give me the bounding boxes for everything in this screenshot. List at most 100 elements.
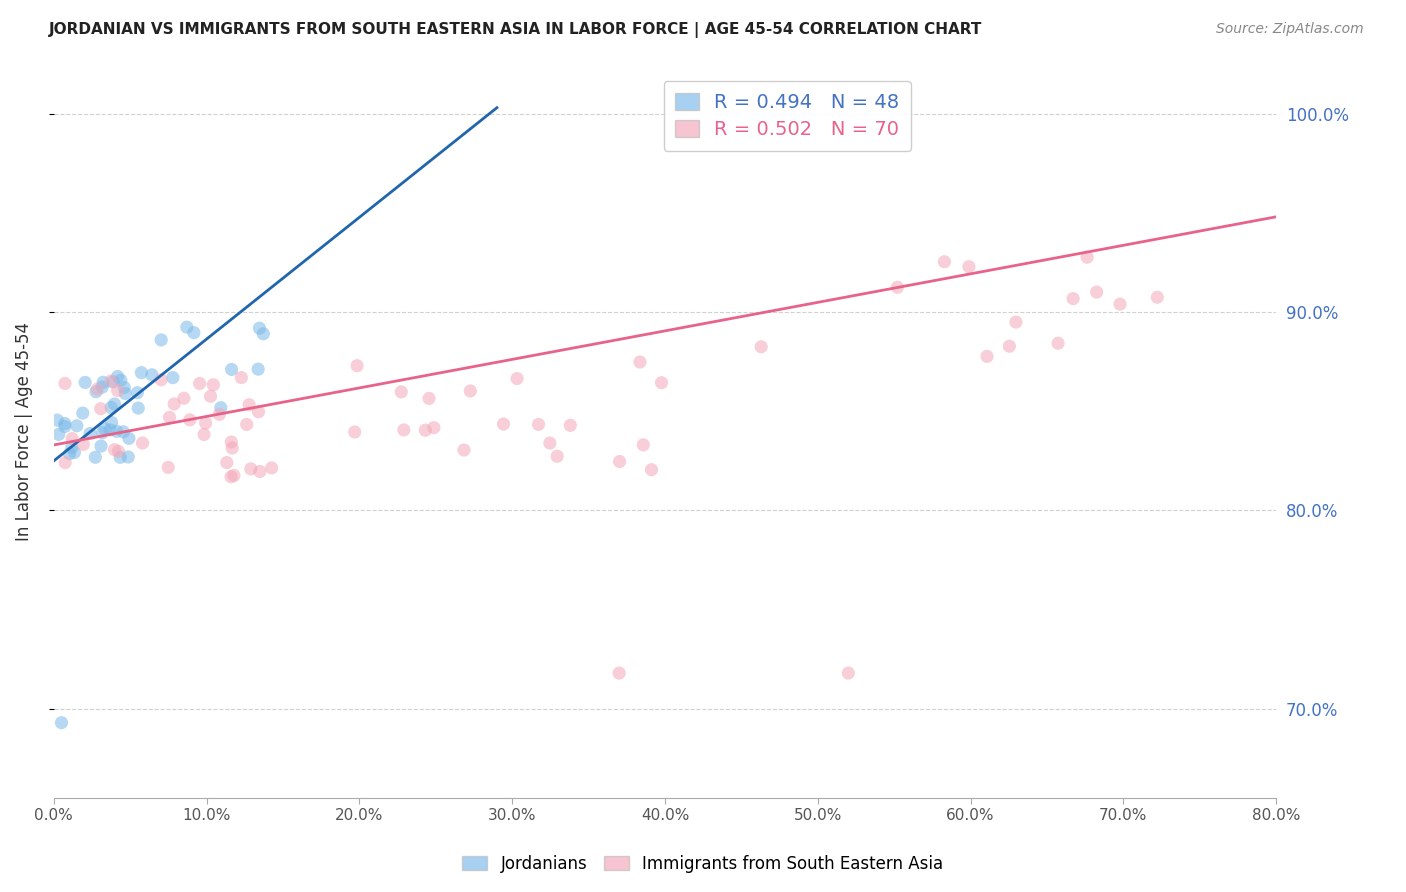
Point <box>66 418 89 433</box>
Point <box>72 437 94 451</box>
Point <box>415 423 437 437</box>
Point <box>91 376 114 390</box>
Point <box>141 368 163 382</box>
Point <box>105 425 128 439</box>
Point <box>127 385 149 400</box>
Point <box>112 425 135 439</box>
Point <box>749 340 772 354</box>
Point <box>53 417 76 431</box>
Point <box>118 431 141 445</box>
Point <box>188 376 211 391</box>
Point <box>94 422 117 436</box>
Point <box>103 442 125 457</box>
Point <box>219 470 242 484</box>
Point <box>249 321 271 335</box>
Point <box>107 444 129 458</box>
Point <box>934 254 956 268</box>
Point <box>183 326 205 340</box>
Point <box>392 423 415 437</box>
Point <box>108 450 131 465</box>
Point <box>651 376 673 390</box>
Point <box>247 405 270 419</box>
Point <box>1085 285 1108 299</box>
Point <box>235 417 257 432</box>
Point <box>221 362 243 376</box>
Point <box>58 447 80 461</box>
Point <box>194 416 217 430</box>
Point <box>252 326 274 341</box>
Point <box>107 384 129 398</box>
Point <box>100 374 122 388</box>
Point <box>538 436 561 450</box>
Point <box>53 456 76 470</box>
Point <box>1062 292 1084 306</box>
Point <box>91 425 114 440</box>
Point <box>998 339 1021 353</box>
Point <box>100 401 122 415</box>
Point <box>389 384 412 399</box>
Point <box>527 417 550 432</box>
Point <box>117 450 139 464</box>
Point <box>238 398 260 412</box>
Point <box>418 392 440 406</box>
Point <box>63 445 86 459</box>
Point <box>221 435 243 450</box>
Point <box>91 380 114 394</box>
Point <box>609 454 631 468</box>
Point <box>560 418 582 433</box>
Point <box>346 359 368 373</box>
Point <box>107 369 129 384</box>
Point <box>150 333 173 347</box>
Point <box>202 377 225 392</box>
Point <box>423 420 446 434</box>
Point <box>1076 250 1098 264</box>
Point <box>957 260 980 274</box>
Point <box>249 465 271 479</box>
Point <box>53 376 76 391</box>
Point <box>247 362 270 376</box>
Point <box>173 391 195 405</box>
Point <box>60 432 83 446</box>
Point <box>84 450 107 465</box>
Point <box>231 370 253 384</box>
Point <box>127 401 149 416</box>
Point <box>84 384 107 399</box>
Point <box>101 375 124 389</box>
Point <box>239 462 262 476</box>
Point <box>86 382 108 396</box>
Y-axis label: In Labor Force | Age 45-54: In Labor Force | Age 45-54 <box>15 321 32 541</box>
Point <box>886 280 908 294</box>
Point <box>837 666 859 681</box>
Point <box>110 373 132 387</box>
Point <box>176 320 198 334</box>
Point <box>90 401 112 416</box>
Point <box>453 443 475 458</box>
Point <box>46 413 69 427</box>
Legend: Jordanians, Immigrants from South Eastern Asia: Jordanians, Immigrants from South Easter… <box>456 848 950 880</box>
Point <box>222 468 245 483</box>
Text: JORDANIAN VS IMMIGRANTS FROM SOUTH EASTERN ASIA IN LABOR FORCE | AGE 45-54 CORRE: JORDANIAN VS IMMIGRANTS FROM SOUTH EASTE… <box>49 22 983 38</box>
Point <box>209 401 232 415</box>
Point <box>460 384 482 398</box>
Point <box>75 376 97 390</box>
Point <box>343 425 366 439</box>
Text: Source: ZipAtlas.com: Source: ZipAtlas.com <box>1216 22 1364 37</box>
Point <box>260 461 283 475</box>
Point <box>100 416 122 430</box>
Point <box>200 389 222 403</box>
Point <box>131 436 153 450</box>
Point <box>150 373 173 387</box>
Point <box>1109 297 1132 311</box>
Point <box>546 450 568 464</box>
Point <box>60 440 83 454</box>
Point <box>221 441 243 455</box>
Point <box>51 715 73 730</box>
Point <box>98 423 121 437</box>
Point <box>157 460 180 475</box>
Point <box>162 370 184 384</box>
Point <box>193 427 215 442</box>
Point <box>90 439 112 453</box>
Point <box>976 350 998 364</box>
Point <box>208 408 231 422</box>
Point <box>131 366 153 380</box>
